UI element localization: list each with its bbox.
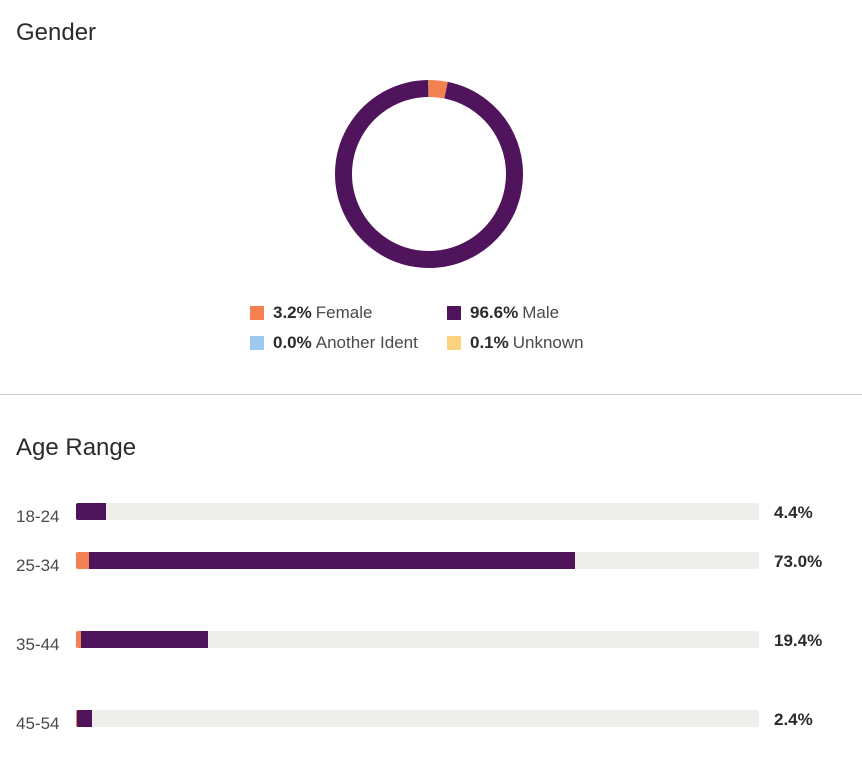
legend-item-male: 96.6% Male <box>447 303 627 323</box>
legend-swatch-another <box>250 336 264 350</box>
donut-slice-male <box>335 80 523 268</box>
age-value: 2.4% <box>774 710 813 729</box>
legend-item-unknown: 0.1% Unknown <box>447 333 627 353</box>
legend-swatch-male <box>447 306 461 320</box>
age-bar-female-segment <box>76 552 89 569</box>
age-range-title: Age Range <box>16 434 137 461</box>
legend-swatch-female <box>250 306 264 320</box>
legend-label-unknown: Unknown <box>512 333 584 352</box>
age-label: 45-54 <box>16 714 60 733</box>
age-bar-track <box>76 631 759 648</box>
age-label: 18-24 <box>16 507 60 526</box>
age-bar-track <box>76 710 759 727</box>
section-divider <box>0 394 862 395</box>
age-bar-female-segment <box>76 710 77 727</box>
age-label: 35-44 <box>16 635 60 654</box>
age-bar-track <box>76 503 759 520</box>
legend-pct-female: 3.2% <box>273 303 312 322</box>
gender-donut-chart <box>335 80 523 268</box>
legend-label-male: Male <box>522 303 560 322</box>
age-bar-track <box>76 552 759 569</box>
legend-pct-male: 96.6% <box>470 303 519 322</box>
age-value: 4.4% <box>774 503 813 522</box>
legend-label-another: Another Ident <box>315 333 418 352</box>
age-value: 73.0% <box>774 552 823 571</box>
age-bar-female-segment <box>76 631 81 648</box>
gender-title: Gender <box>16 19 97 46</box>
donut-slice-female <box>428 80 448 99</box>
legend-item-female: 3.2% Female <box>250 303 430 323</box>
legend-pct-another: 0.0% <box>273 333 312 352</box>
age-bar-male-segment <box>76 710 93 727</box>
legend-item-another: 0.0% Another Ident <box>250 333 430 353</box>
age-bar-male-segment <box>88 552 575 569</box>
age-value: 19.4% <box>774 631 823 650</box>
legend-swatch-unknown <box>447 336 461 350</box>
age-bar-male-segment <box>80 631 209 648</box>
age-bar-male-segment <box>76 503 107 520</box>
legend-pct-unknown: 0.1% <box>470 333 509 352</box>
age-label: 25-34 <box>16 556 60 575</box>
legend-label-female: Female <box>315 303 373 322</box>
